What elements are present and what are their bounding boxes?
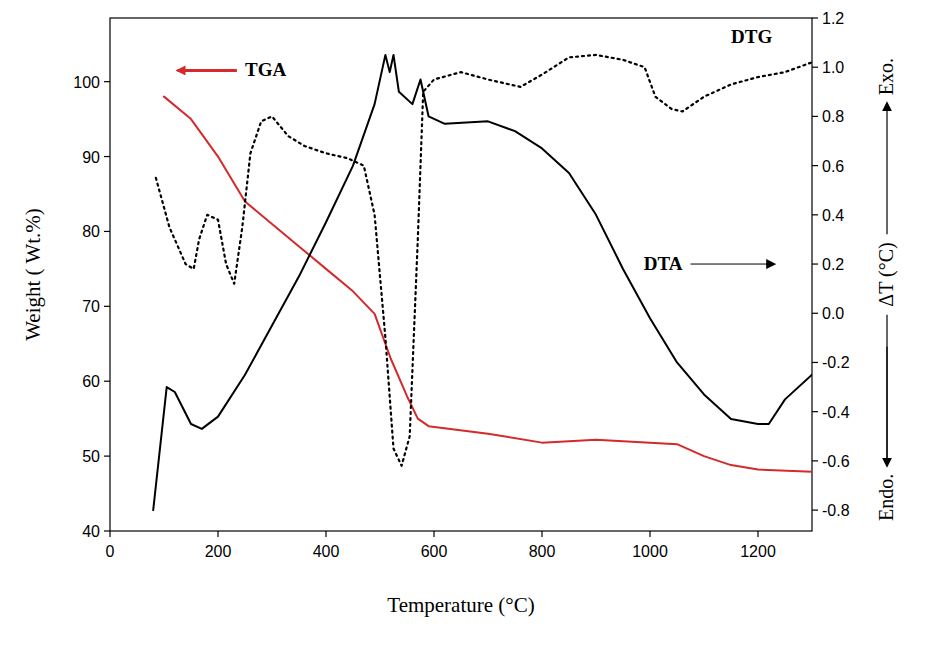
endo-arrow-line xyxy=(886,315,887,466)
y-tick xyxy=(104,456,110,457)
y2-tick-label: -0.4 xyxy=(822,404,850,421)
series-line xyxy=(153,55,812,510)
y2-tick xyxy=(812,313,818,314)
y-tick xyxy=(104,306,110,307)
y2-tick xyxy=(812,214,818,215)
y2-tick xyxy=(812,116,818,117)
y-axis-title: Weight ( Wt.%) xyxy=(21,208,45,341)
y-tick-label: 70 xyxy=(82,298,100,315)
x-axis-title: Temperature (°C) xyxy=(387,593,534,617)
y-tick xyxy=(104,530,110,531)
x-tick xyxy=(649,531,650,537)
x-tick xyxy=(217,531,218,537)
y2-tick-label: 0.4 xyxy=(822,207,844,224)
endo-label: Endo. xyxy=(875,474,897,521)
x-tick xyxy=(757,531,758,537)
plot-frame xyxy=(110,18,812,531)
y2-tick-label: 0.0 xyxy=(822,305,844,322)
y2-tick-label: 0.8 xyxy=(822,108,844,125)
x-tick xyxy=(433,531,434,537)
x-tick xyxy=(325,531,326,537)
series-line xyxy=(156,55,812,466)
y2-tick xyxy=(812,460,818,461)
endo-arrow xyxy=(886,347,887,466)
y-tick xyxy=(104,381,110,382)
x-tick-label: 600 xyxy=(421,543,448,560)
series-label: DTG xyxy=(731,26,772,47)
exo-label: Exo. xyxy=(875,58,897,95)
y2-tick-label: -0.6 xyxy=(822,453,850,470)
y-tick xyxy=(104,156,110,157)
y2-tick xyxy=(812,165,818,166)
y2-axis-title: ΔT (°C) xyxy=(875,242,898,306)
series-label: TGA xyxy=(245,59,286,80)
y2-tick xyxy=(812,263,818,264)
series-line xyxy=(164,97,812,472)
y2-tick xyxy=(812,411,818,412)
y-tick xyxy=(104,231,110,232)
x-tick-label: 1000 xyxy=(632,543,668,560)
y-tick-label: 50 xyxy=(82,448,100,465)
y-tick-label: 100 xyxy=(73,74,100,91)
label-arrow xyxy=(691,264,775,265)
series-group xyxy=(153,55,812,510)
x-tick-label: 1200 xyxy=(740,543,776,560)
y2-tick xyxy=(812,509,818,510)
y-tick-label: 60 xyxy=(82,373,100,390)
x-tick-label: 200 xyxy=(205,543,232,560)
y2-tick-label: -0.8 xyxy=(822,502,850,519)
y2-tick xyxy=(812,17,818,18)
y-tick xyxy=(104,81,110,82)
y2-tick-label: 0.6 xyxy=(822,158,844,175)
label-arrow xyxy=(178,69,237,72)
y2-tick xyxy=(812,67,818,68)
y2-tick-label: 1.0 xyxy=(822,59,844,76)
y2-tick-label: 1.2 xyxy=(822,10,844,27)
series-label: DTA xyxy=(644,253,683,274)
y-tick-label: 90 xyxy=(82,149,100,166)
exo-arrow xyxy=(886,103,887,234)
y-tick-label: 40 xyxy=(82,523,100,540)
y2-tick-label: -0.2 xyxy=(822,354,850,371)
x-tick-label: 400 xyxy=(313,543,340,560)
x-tick xyxy=(541,531,542,537)
y2-tick-label: 0.2 xyxy=(822,256,844,273)
x-tick xyxy=(109,531,110,537)
x-tick-label: 800 xyxy=(529,543,556,560)
y2-tick xyxy=(812,362,818,363)
y-tick-label: 80 xyxy=(82,223,100,240)
chart: 0 200 400 600 800 1000 1200 40 50 60 70 80 90 100 -0.8… xyxy=(0,0,928,647)
x-tick-label: 0 xyxy=(106,543,115,560)
